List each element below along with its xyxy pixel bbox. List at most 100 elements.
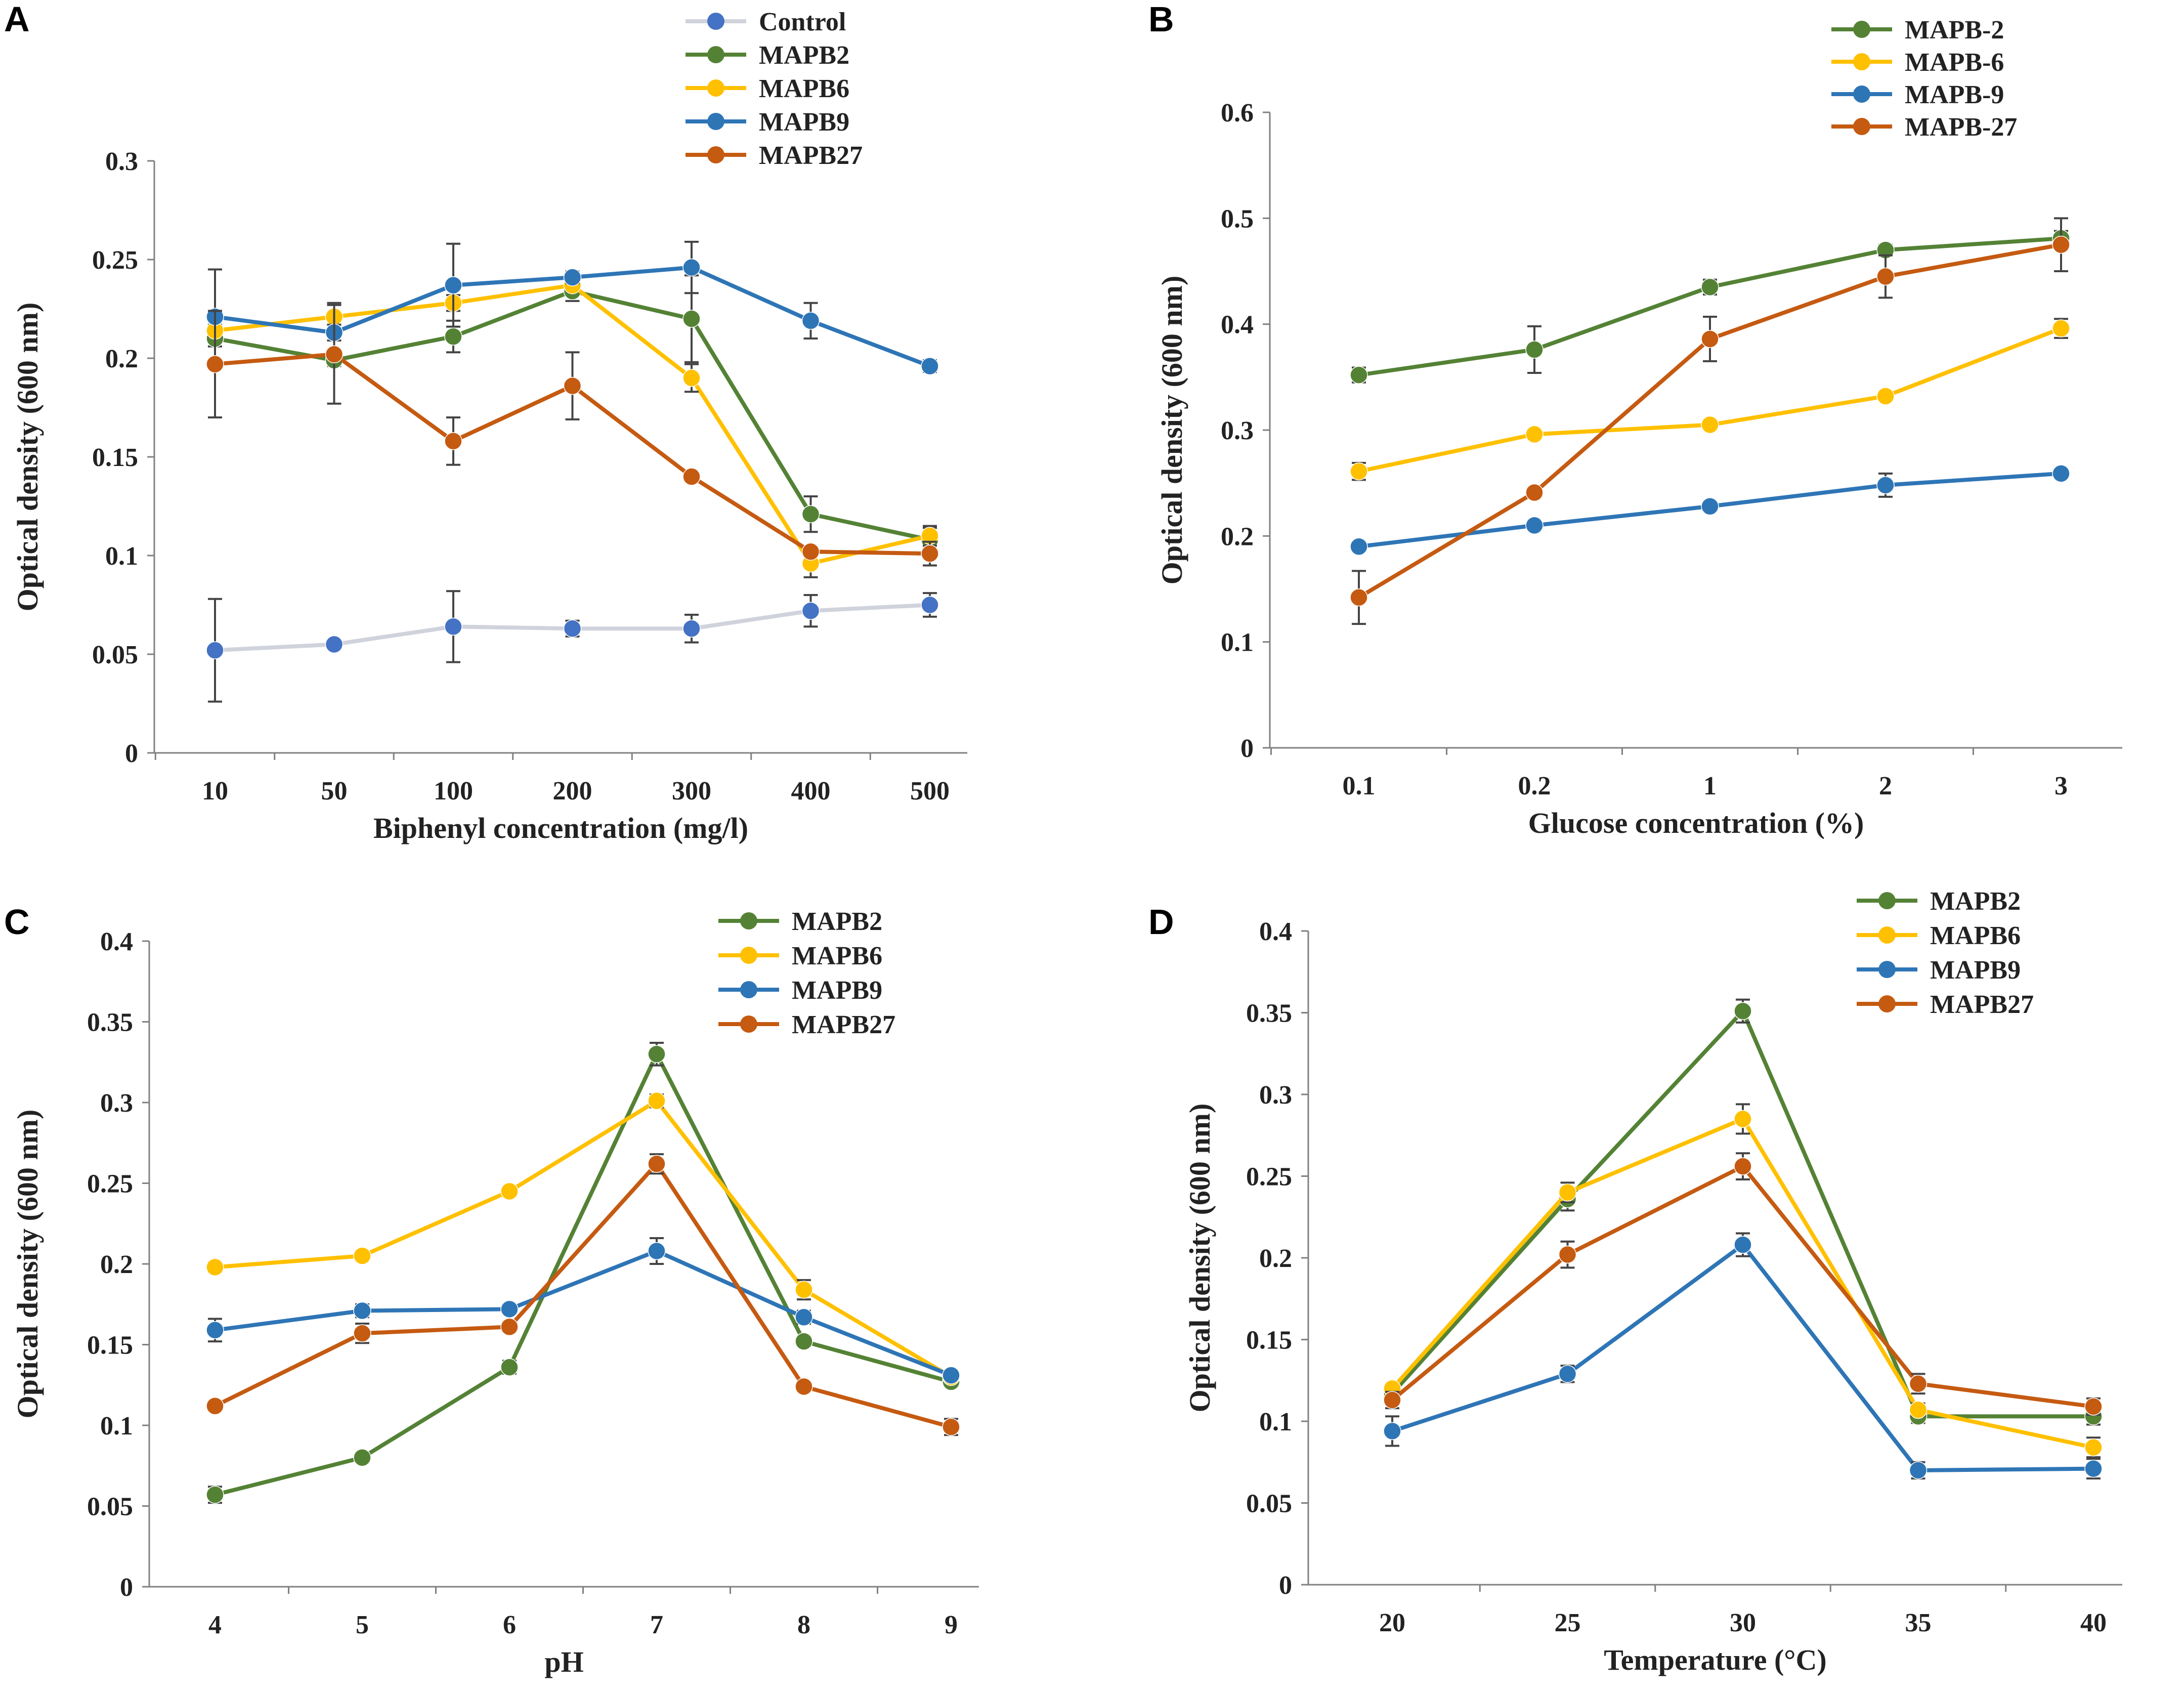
legend-marker bbox=[740, 947, 757, 964]
x-tick-label: 8 bbox=[797, 1611, 810, 1639]
data-point-mapb2 bbox=[500, 1358, 519, 1376]
panel-a: A 0 0.05 0.1 0.15 0.2 0.25 0.3 10 50 100 200 300 400… bbox=[4, 0, 967, 844]
panel-a-plot: 0 0.05 0.1 0.15 0.2 0.25 0.3 10 50 100 200 300 400 50… bbox=[11, 8, 967, 844]
data-point-control bbox=[563, 619, 582, 638]
data-point-mapb9 bbox=[1734, 1236, 1752, 1254]
x-tick-label: 5 bbox=[356, 1611, 369, 1639]
y-tick-label: 0.05 bbox=[1246, 1490, 1292, 1518]
legend-marker bbox=[740, 912, 757, 929]
y-tick-label: 0.35 bbox=[1246, 999, 1292, 1028]
x-tick-label: 4 bbox=[208, 1611, 222, 1639]
x-tick-label: 2 bbox=[1879, 772, 1892, 800]
data-point-mapb2 bbox=[353, 1449, 371, 1467]
data-point-mapb6 bbox=[353, 1247, 371, 1265]
x-tick-label: 40 bbox=[2080, 1609, 2107, 1637]
series-line-mapb2 bbox=[215, 1052, 952, 1497]
data-point-mapb27 bbox=[942, 1418, 960, 1436]
legend-label: MAPB-6 bbox=[1905, 48, 2004, 77]
data-point-control bbox=[206, 641, 224, 659]
series-mapb6 bbox=[206, 276, 939, 578]
data-point-mapb6 bbox=[206, 1258, 224, 1277]
x-tick-label: 7 bbox=[650, 1611, 663, 1639]
series-mapb9 bbox=[206, 1237, 960, 1384]
series-mapb27 bbox=[206, 304, 939, 567]
y-tick-label: 0.4 bbox=[1221, 311, 1254, 340]
data-point-mapb6 bbox=[1734, 1110, 1752, 1128]
data-point-mapb27 bbox=[921, 544, 939, 563]
data-point-mapb27 bbox=[206, 355, 224, 373]
y-tick-label: 0.25 bbox=[87, 1170, 133, 1199]
data-point-mapb9 bbox=[942, 1366, 960, 1384]
legend-marker bbox=[1878, 892, 1896, 909]
data-point-mapb9 bbox=[1558, 1365, 1577, 1383]
data-point-mapb9 bbox=[500, 1300, 519, 1319]
data-point-mapb-9 bbox=[2052, 464, 2070, 483]
data-point-mapb-9 bbox=[1350, 537, 1368, 556]
panel-b-plot: 0 0.1 0.2 0.3 0.4 0.5 0.6 0.1 0.2 1 2 3 Glucose conc… bbox=[1155, 16, 2122, 839]
data-point-mapb-27 bbox=[1701, 330, 1719, 348]
legend-label: Control bbox=[759, 8, 846, 36]
data-point-mapb27 bbox=[1734, 1157, 1752, 1175]
legend-label: MAPB9 bbox=[792, 976, 882, 1005]
y-tick-label: 0 bbox=[1279, 1571, 1292, 1600]
y-tick-label: 0.05 bbox=[87, 1493, 133, 1521]
x-tick-label: 200 bbox=[553, 777, 592, 806]
data-point-mapb27 bbox=[795, 1377, 813, 1396]
y-tick-label: 0.3 bbox=[1259, 1081, 1292, 1110]
legend-marker bbox=[740, 1015, 757, 1033]
data-point-mapb9 bbox=[1909, 1461, 1928, 1479]
x-tick-label: 10 bbox=[202, 777, 228, 806]
x-tick-label: 300 bbox=[672, 777, 711, 806]
data-point-mapb9 bbox=[801, 312, 820, 330]
data-point-mapb27 bbox=[353, 1324, 371, 1342]
y-tick-label: 0 bbox=[1240, 734, 1254, 763]
series-mapb6 bbox=[206, 1092, 960, 1386]
series-mapb27 bbox=[206, 1153, 960, 1436]
panel-letter-b: B bbox=[1148, 0, 1174, 39]
data-point-mapb-27 bbox=[1525, 483, 1544, 502]
y-tick-label: 0.2 bbox=[105, 345, 138, 373]
x-axis-title: Glucose concentration (%) bbox=[1528, 807, 1864, 839]
legend-label: MAPB6 bbox=[1930, 921, 2021, 950]
y-tick-label: 0 bbox=[120, 1573, 133, 1602]
legend-marker bbox=[1853, 86, 1870, 103]
legend-marker bbox=[1878, 961, 1896, 978]
data-point-mapb-2 bbox=[1701, 278, 1719, 297]
legend-label: MAPB2 bbox=[792, 907, 882, 936]
series-control bbox=[206, 590, 939, 703]
x-tick-label: 500 bbox=[910, 777, 950, 806]
legend-label: MAPB6 bbox=[792, 942, 882, 970]
series-mapb-27 bbox=[1350, 217, 2070, 625]
data-point-mapb-2 bbox=[1525, 341, 1544, 359]
panel-c: C 0 0.05 0.1 0.15 0.2 0.25 0.3 0.35 0.4 4 5 6 7 8 9 pH O… bbox=[4, 902, 979, 1678]
y-axis-title: Optical density (600 nm) bbox=[11, 1110, 44, 1419]
x-tick-label: 30 bbox=[1730, 1609, 1756, 1637]
y-tick-label: 0.2 bbox=[1221, 522, 1254, 551]
legend-marker bbox=[1853, 118, 1870, 135]
legend-label: MAPB27 bbox=[792, 1010, 895, 1039]
y-tick-label: 0.2 bbox=[100, 1250, 133, 1279]
y-tick-label: 0.15 bbox=[1246, 1326, 1292, 1355]
x-tick-label: 50 bbox=[321, 777, 348, 806]
y-tick-label: 0.25 bbox=[92, 246, 138, 275]
data-point-mapb6 bbox=[648, 1092, 666, 1110]
legend: MAPB2 MAPB6 MAPB9 MAPB27 bbox=[1857, 887, 2034, 1019]
legend-label: MAPB-9 bbox=[1905, 80, 2004, 109]
data-point-mapb9 bbox=[921, 357, 939, 375]
data-point-mapb6 bbox=[500, 1182, 519, 1201]
data-point-mapb27 bbox=[1383, 1391, 1401, 1409]
data-point-mapb27 bbox=[500, 1318, 519, 1336]
x-tick-label: 400 bbox=[791, 777, 831, 806]
data-point-mapb6 bbox=[795, 1281, 813, 1299]
data-point-mapb2 bbox=[206, 1486, 224, 1504]
data-point-mapb-9 bbox=[1876, 476, 1895, 494]
legend: Control MAPB2 MAPB6 MAPB9 MAPB27 bbox=[686, 8, 863, 170]
legend-label: MAPB9 bbox=[1930, 956, 2021, 985]
x-tick-label: 20 bbox=[1379, 1609, 1405, 1637]
y-tick-label: 0.35 bbox=[87, 1008, 133, 1037]
y-tick-label: 0.3 bbox=[100, 1089, 133, 1118]
panel-letter-d: D bbox=[1148, 902, 1174, 942]
y-tick-label: 0.6 bbox=[1221, 99, 1254, 128]
series-line-mapb27 bbox=[214, 1162, 952, 1429]
data-point-mapb2 bbox=[1734, 1002, 1752, 1021]
